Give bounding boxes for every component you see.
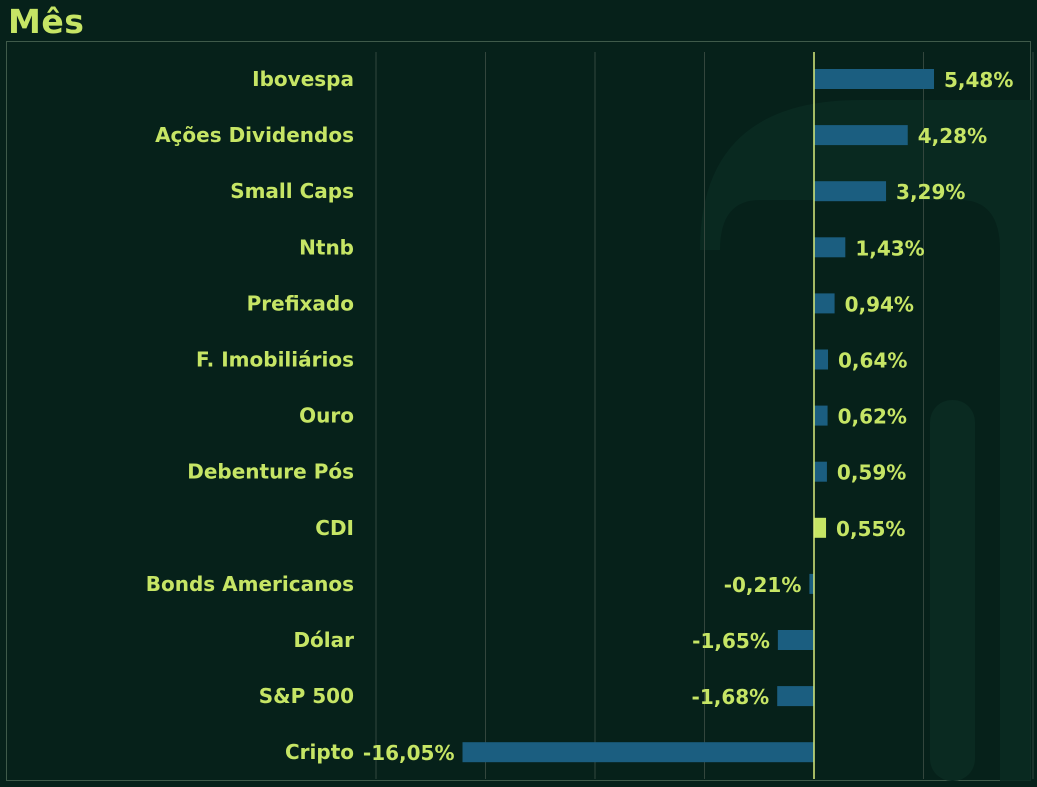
value-label: 0,55% bbox=[836, 517, 905, 541]
bar bbox=[814, 69, 935, 89]
bar bbox=[814, 405, 828, 426]
category-label: Prefixado bbox=[247, 291, 354, 315]
value-label: -1,65% bbox=[692, 629, 770, 653]
value-label: 1,43% bbox=[855, 236, 924, 260]
bar bbox=[814, 181, 887, 202]
bar bbox=[814, 349, 829, 370]
category-label: Bonds Americanos bbox=[146, 572, 354, 596]
value-label: 0,59% bbox=[837, 461, 906, 485]
value-label: -1,68% bbox=[692, 685, 770, 709]
value-label: 0,64% bbox=[838, 349, 907, 373]
bar bbox=[809, 573, 814, 594]
value-label: 0,94% bbox=[845, 292, 914, 316]
value-label: 4,28% bbox=[918, 124, 987, 148]
category-label: CDI bbox=[315, 516, 354, 540]
category-label: F. Imobiliários bbox=[196, 348, 354, 372]
bar bbox=[814, 237, 846, 258]
value-label: 3,29% bbox=[896, 180, 965, 204]
value-label: 0,62% bbox=[838, 405, 907, 429]
value-label: 5,48% bbox=[944, 68, 1013, 92]
category-label: Dólar bbox=[293, 628, 354, 652]
bar bbox=[777, 686, 814, 707]
category-label: S&P 500 bbox=[259, 684, 354, 708]
category-label: Ouro bbox=[299, 404, 354, 428]
category-label: Ibovespa bbox=[252, 67, 354, 91]
category-label: Small Caps bbox=[230, 179, 354, 203]
bar bbox=[814, 125, 908, 146]
value-label: -0,21% bbox=[724, 573, 802, 597]
category-label: Ntnb bbox=[299, 235, 354, 259]
bar bbox=[814, 517, 827, 538]
chart-title: Mês bbox=[8, 2, 85, 41]
value-label: -16,05% bbox=[363, 741, 455, 765]
bar bbox=[814, 293, 835, 314]
bar bbox=[777, 630, 814, 650]
background-watermark bbox=[700, 100, 1031, 781]
category-label: Debenture Pós bbox=[187, 460, 354, 484]
category-label: Cripto bbox=[285, 740, 354, 764]
bar bbox=[462, 742, 814, 763]
bar bbox=[814, 461, 827, 482]
category-label: Ações Dividendos bbox=[155, 123, 354, 147]
